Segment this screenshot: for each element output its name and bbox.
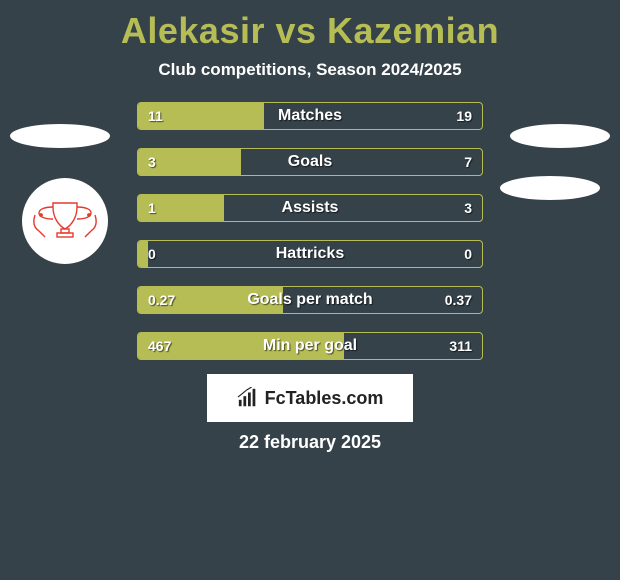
chart-bars-icon [237,387,259,409]
page-subtitle: Club competitions, Season 2024/2025 [158,60,461,80]
stat-right-value: 7 [464,149,472,175]
bar-fill-left [138,149,241,175]
footer-date: 22 february 2025 [239,432,381,453]
bar-fill-left [138,333,344,359]
comparison-infographic: Alekasir vs Kazemian Club competitions, … [0,0,620,580]
trophy-crest-icon [31,197,99,245]
club-crest-left [22,178,108,264]
page-title: Alekasir vs Kazemian [121,10,499,52]
branding-banner: FcTables.com [207,374,413,422]
stat-row-matches: 11 Matches 19 [137,102,483,130]
stat-right-value: 19 [456,103,472,129]
stat-right-value: 311 [449,333,472,359]
stat-left-value: 0 [148,241,156,267]
stat-row-goals-per-match: 0.27 Goals per match 0.37 [137,286,483,314]
stat-label: Hattricks [138,241,482,267]
ellipse-placeholder-icon [510,124,610,148]
bar-fill-left [138,287,283,313]
bar-fill-left [138,195,224,221]
ellipse-placeholder-icon [500,176,600,200]
stat-right-value: 0.37 [445,287,472,313]
stat-right-value: 0 [464,241,472,267]
stat-row-min-per-goal: 467 Min per goal 311 [137,332,483,360]
stat-row-assists: 1 Assists 3 [137,194,483,222]
stat-row-goals: 3 Goals 7 [137,148,483,176]
stat-right-value: 3 [464,195,472,221]
branding-label: FcTables.com [265,388,384,409]
bar-fill-left [138,241,148,267]
bar-fill-left [138,103,264,129]
ellipse-placeholder-icon [10,124,110,148]
stat-row-hattricks: 0 Hattricks 0 [137,240,483,268]
stats-bars: 11 Matches 19 3 Goals 7 1 Assists 3 0 Ha… [137,102,483,360]
